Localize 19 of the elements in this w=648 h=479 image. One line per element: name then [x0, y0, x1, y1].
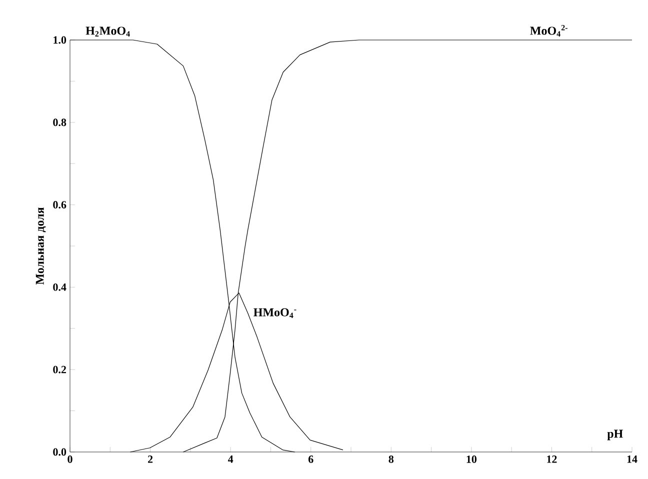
x-tick-label: 14	[627, 456, 638, 463]
y-tick-label: 0.0	[53, 448, 66, 456]
x-tick-label: 4	[228, 456, 234, 463]
y-tick-label: 0.4	[53, 283, 66, 291]
x-axis-title: pH	[607, 430, 623, 440]
series-label: H$_{2}$MoO$_{4}$	[86, 26, 130, 36]
y-tick-label: 0.8	[53, 118, 66, 126]
x-tick-label: 6	[308, 456, 314, 463]
y-tick-label: 0.6	[53, 201, 66, 209]
x-tick-label: 0	[68, 456, 72, 463]
y-tick-label: 0.2	[53, 366, 66, 374]
x-tick-label: 10	[466, 456, 477, 463]
x-tick-label: 2	[148, 456, 153, 463]
y-tick-label: 1.0	[54, 36, 66, 44]
y-axis-title: Мольная доля	[36, 207, 46, 285]
x-tick-label: 8	[388, 456, 394, 463]
x-tick-label: 12	[547, 456, 557, 463]
series-label: HMoO$_{4}$-	[254, 308, 296, 318]
series-label: MoO$_{4}$2-	[530, 25, 568, 36]
